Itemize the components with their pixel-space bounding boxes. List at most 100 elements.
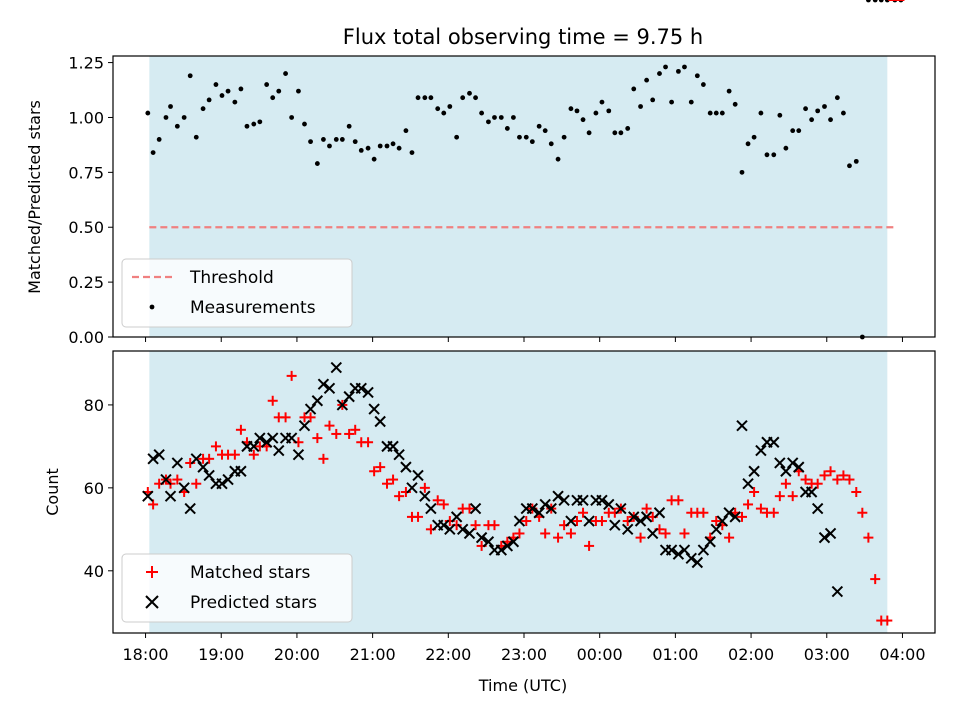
matched-star-point bbox=[736, 511, 747, 522]
measurement-point bbox=[365, 145, 371, 151]
x-tick-label: 04:00 bbox=[879, 645, 925, 664]
predicted-star-point bbox=[400, 461, 412, 473]
matched-star-point bbox=[819, 470, 830, 481]
measurement-point bbox=[865, 0, 871, 3]
matched-star-point bbox=[286, 370, 297, 381]
matched-star-point bbox=[571, 516, 582, 527]
predicted-star-point bbox=[533, 507, 545, 519]
measurement-point bbox=[206, 97, 212, 103]
measurement-point bbox=[409, 150, 415, 155]
predicted-star-point bbox=[545, 502, 557, 515]
matched-star-point bbox=[838, 470, 849, 481]
bottom-y-axis-ticks: 40 60 80 bbox=[84, 396, 113, 581]
predicted-star-point bbox=[736, 419, 748, 432]
matched-star-point bbox=[857, 507, 868, 518]
measurement-point bbox=[644, 77, 650, 83]
matched-star-point bbox=[489, 520, 500, 531]
measurement-point bbox=[631, 86, 637, 92]
predicted-star-point bbox=[444, 523, 456, 536]
bottom-legend: Matched stars Predicted stars bbox=[121, 553, 353, 623]
predicted-star-point bbox=[438, 519, 450, 531]
predicted-star-point bbox=[216, 477, 228, 490]
matched-star-point bbox=[438, 499, 449, 510]
y-tick-label: 0.75 bbox=[68, 163, 104, 182]
top-legend-box bbox=[121, 258, 353, 328]
predicted-star-point bbox=[235, 465, 247, 477]
legend-measurements-swatch bbox=[149, 304, 155, 310]
y-tick-label: 60 bbox=[84, 479, 104, 498]
predicted-star-point bbox=[565, 515, 577, 527]
measurement-point bbox=[296, 88, 301, 94]
matched-star-point bbox=[863, 532, 874, 543]
predicted-star-point bbox=[298, 419, 311, 432]
predicted-star-point bbox=[495, 544, 507, 556]
y-tick-label: 1.25 bbox=[68, 54, 104, 73]
predicted-star-point bbox=[469, 502, 482, 515]
matched-star-point bbox=[622, 516, 633, 527]
matched-star-point bbox=[369, 466, 380, 477]
measurement-point bbox=[739, 169, 745, 175]
measurement-point bbox=[669, 99, 674, 105]
measurement-point bbox=[352, 139, 358, 145]
bottom-legend-box bbox=[121, 553, 353, 623]
matched-star-point bbox=[812, 478, 823, 489]
measurement-point bbox=[314, 161, 320, 166]
legend-measurements-label: Measurements bbox=[190, 298, 316, 318]
matched-star-point bbox=[204, 453, 215, 464]
measurement-point bbox=[732, 101, 738, 107]
predicted-star-point bbox=[685, 552, 697, 565]
predicted-star-point bbox=[425, 502, 437, 515]
measurement-point bbox=[568, 106, 574, 112]
matched-star-point bbox=[565, 528, 576, 539]
matched-star-point bbox=[382, 478, 392, 489]
measurement-point bbox=[726, 88, 732, 94]
measurement-point bbox=[777, 112, 783, 118]
measurement-point bbox=[853, 158, 859, 164]
predicted-star-point bbox=[513, 515, 526, 527]
measurement-point bbox=[168, 104, 173, 109]
predicted-star-point bbox=[811, 502, 824, 515]
measurement-point bbox=[517, 134, 522, 140]
measurement-point bbox=[542, 128, 548, 134]
matched-star-point bbox=[578, 507, 589, 518]
measurement-point bbox=[327, 143, 332, 149]
measurement-point bbox=[447, 104, 453, 109]
measurement-point bbox=[219, 93, 225, 98]
predicted-star-point bbox=[160, 473, 172, 486]
x-tick-label: 22:00 bbox=[425, 645, 471, 664]
predicted-star-point bbox=[596, 494, 608, 507]
measurement-point bbox=[200, 106, 206, 112]
measurement-point bbox=[815, 108, 821, 114]
measurement-point bbox=[713, 110, 719, 116]
matched-star-point bbox=[280, 412, 291, 423]
matched-star-point bbox=[870, 574, 881, 585]
matched-star-point bbox=[318, 453, 329, 464]
measurement-point bbox=[574, 108, 580, 114]
x-tick-label: 23:00 bbox=[501, 645, 547, 664]
measurement-point bbox=[688, 99, 694, 105]
legend-matched-label: Matched stars bbox=[190, 563, 310, 583]
matched-star-point bbox=[844, 474, 855, 485]
matched-star-point bbox=[609, 507, 620, 518]
predicted-star-point bbox=[716, 515, 729, 527]
matched-star-point bbox=[584, 540, 595, 551]
measurement-point bbox=[371, 156, 377, 162]
predicted-star-point bbox=[190, 453, 202, 465]
measurement-point bbox=[181, 115, 187, 120]
matched-star-point bbox=[749, 487, 760, 497]
predicted-star-point bbox=[343, 390, 355, 403]
y-tick-label: 0.25 bbox=[68, 273, 104, 292]
predicted-star-point bbox=[640, 511, 653, 523]
matched-star-point bbox=[774, 491, 785, 502]
measurement-point bbox=[638, 104, 643, 109]
predicted-star-point bbox=[387, 440, 399, 453]
predicted-star-point bbox=[672, 548, 685, 560]
predicted-star-point bbox=[729, 511, 741, 523]
measurement-point bbox=[454, 134, 460, 140]
predicted-star-point bbox=[583, 515, 595, 527]
measurement-point bbox=[548, 141, 554, 147]
matched-star-point bbox=[596, 516, 607, 527]
measurement-point bbox=[764, 152, 770, 158]
measurement-point bbox=[492, 115, 497, 120]
predicted-star-point bbox=[285, 432, 298, 444]
